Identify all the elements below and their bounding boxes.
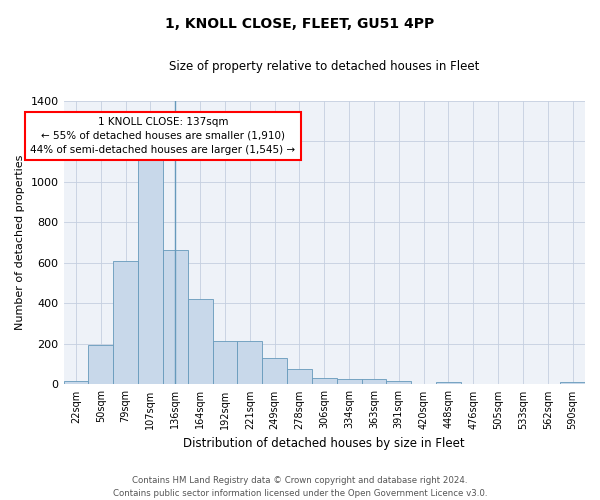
Bar [560,382,585,384]
Bar [163,250,188,384]
X-axis label: Distribution of detached houses by size in Fleet: Distribution of detached houses by size … [184,437,465,450]
Text: Contains HM Land Registry data © Crown copyright and database right 2024.
Contai: Contains HM Land Registry data © Crown c… [113,476,487,498]
Bar [238,341,262,384]
Text: 1, KNOLL CLOSE, FLEET, GU51 4PP: 1, KNOLL CLOSE, FLEET, GU51 4PP [166,18,434,32]
Bar [262,358,287,384]
Bar [287,369,312,384]
Bar [362,380,386,384]
Y-axis label: Number of detached properties: Number of detached properties [15,155,25,330]
Title: Size of property relative to detached houses in Fleet: Size of property relative to detached ho… [169,60,479,73]
Bar [212,341,238,384]
Text: 1 KNOLL CLOSE: 137sqm
← 55% of detached houses are smaller (1,910)
44% of semi-d: 1 KNOLL CLOSE: 137sqm ← 55% of detached … [31,117,295,155]
Bar [188,300,212,384]
Bar [436,382,461,384]
Bar [113,260,138,384]
Bar [138,158,163,384]
Bar [337,380,362,384]
Bar [64,382,88,384]
Bar [312,378,337,384]
Bar [88,345,113,385]
Bar [386,382,411,384]
